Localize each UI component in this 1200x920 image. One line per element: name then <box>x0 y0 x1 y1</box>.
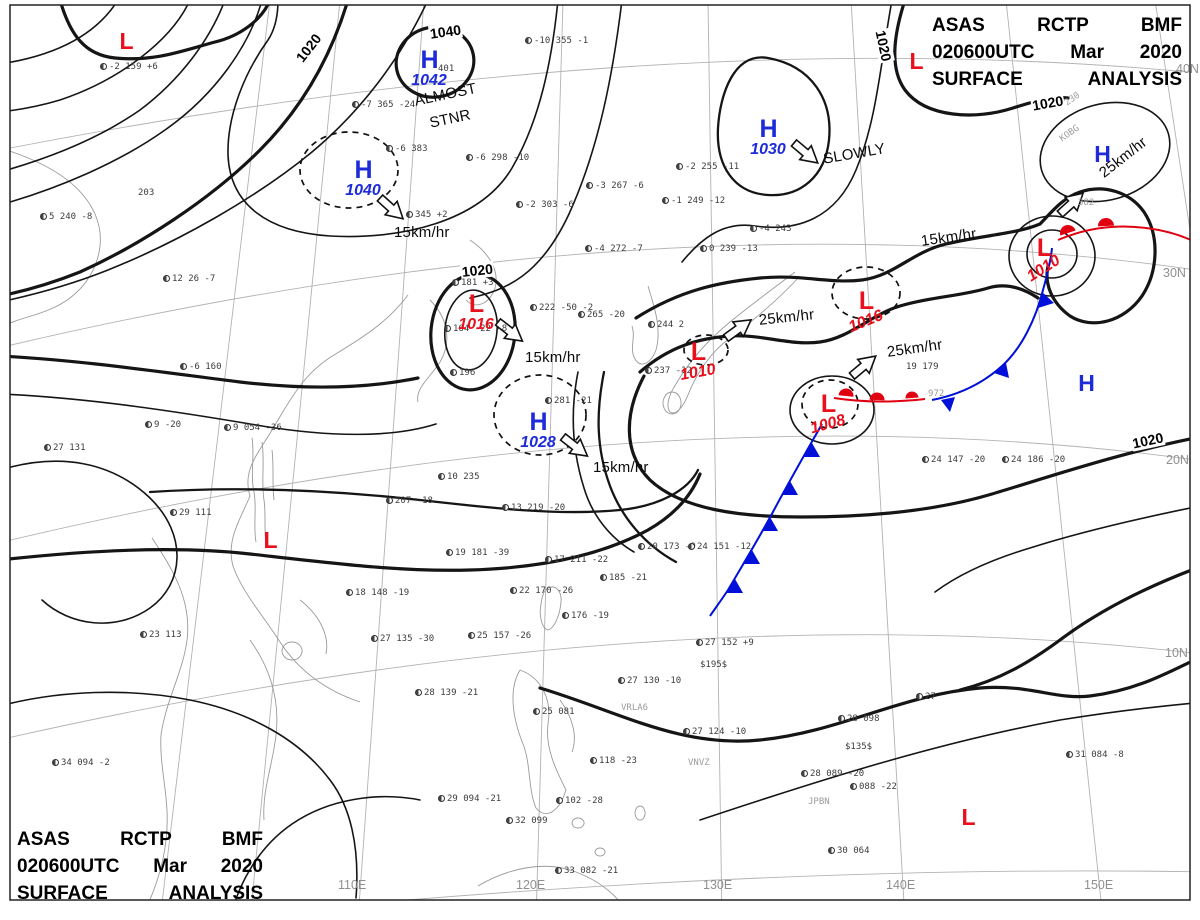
movement-arrows <box>376 138 1085 458</box>
coastlines <box>10 150 801 900</box>
title-line: ASAS RCTP BMF <box>17 829 263 850</box>
analysis-title-bottom-left: ASAS RCTP BMF 020600UTC Mar 2020 SURFACE… <box>17 826 263 907</box>
title-line: ASAS RCTP BMF <box>932 15 1182 36</box>
map-frame <box>9 4 1191 901</box>
analysis-title-top-right: ASAS RCTP BMF 020600UTC Mar 2020 SURFACE… <box>932 12 1182 93</box>
cold-front <box>709 247 1054 617</box>
title-line: 020600UTC Mar 2020 <box>17 856 263 877</box>
title-line: 020600UTC Mar 2020 <box>932 42 1182 63</box>
title-line: SURFACE ANALYSIS <box>17 883 263 904</box>
title-line: SURFACE ANALYSIS <box>932 69 1182 90</box>
dashed-contours <box>299 131 901 456</box>
